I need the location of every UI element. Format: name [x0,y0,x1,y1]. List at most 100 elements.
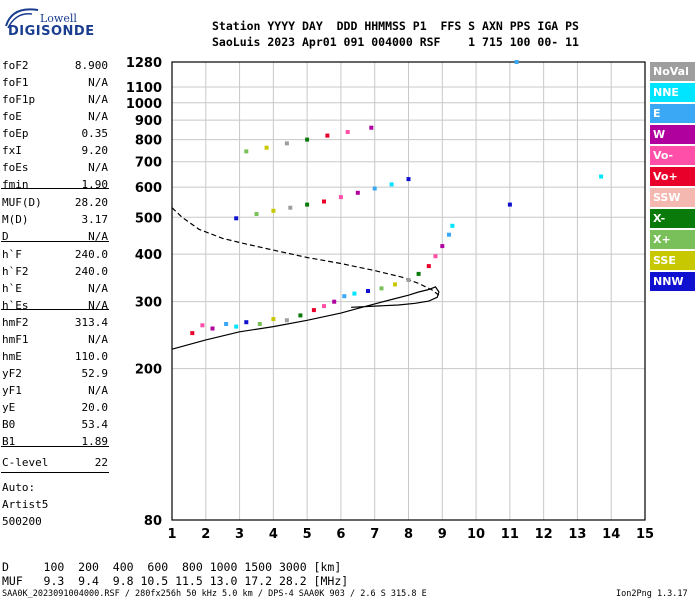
legend-item-w: W [650,125,695,144]
header-row-labels: Station YYYY DAY DDD HHMMSS P1 FFS S AXN… [212,19,579,33]
param-row-ye: yE 20.0 [2,401,108,418]
param-value: 1.90 [81,178,109,191]
param-name: yF2 [2,367,22,380]
param-row-fxi: fxI 9.20 [2,144,108,161]
echo-point [234,216,239,221]
echo-point [288,205,293,210]
y-tick-label: 700 [135,156,162,171]
param-row-hmf2: hmF2 313.4 [2,316,108,333]
param-row-b1: B1 1.89 [2,435,108,452]
echo-point [433,254,438,259]
param-row-hme: hmE 110.0 [2,350,108,367]
footer-version: Ion2Png 1.3.17 [616,589,688,599]
param-row-hmf1: hmF1 N/A [2,333,108,350]
plot-frame [171,61,646,521]
echo-point [190,331,195,336]
param-row-fof1: foF1 N/A [2,76,108,93]
param-value: N/A [88,76,108,89]
y-tick-label: 80 [144,514,162,529]
param-value: 28.20 [74,196,108,209]
y-tick-label: 500 [135,211,162,226]
y-tick-label: 300 [135,296,162,311]
echo-point [244,149,249,154]
param-row-fmin: fmin 1.90 [2,178,108,195]
x-tick-label: 5 [303,527,312,542]
param-row-yf1: yF1 N/A [2,384,108,401]
echo-point [372,186,377,191]
auto-label: Auto: [2,481,36,494]
echo-point [322,199,326,204]
echo-point [369,125,374,130]
trace-profile-upper [171,207,440,296]
echo-point [352,291,357,296]
y-tick-label: 1280 [126,56,162,71]
echo-point [514,60,519,64]
x-tick-label: 12 [535,527,553,542]
auto-artist: Artist5 [2,498,49,511]
x-tick-label: 11 [501,527,519,542]
param-name: foF2 [2,59,29,72]
echo-point [389,182,394,187]
trace-profile [171,286,440,350]
x-tick-label: 3 [235,527,244,542]
param-value: 9.20 [81,144,109,157]
echo-point [366,289,370,293]
param-value: 240.0 [74,265,108,278]
echo-point [244,320,249,325]
echo-point [200,323,205,328]
echo-point [450,223,455,228]
x-tick-label: 8 [404,527,413,542]
echo-point [311,308,316,313]
legend-item-noval: NoVal [650,62,695,81]
logo-swoosh-icon [5,8,39,29]
param-row-fof2: foF2 8.900 [2,59,108,76]
param-separator [1,309,109,310]
legend-item-sse: SSE [650,251,695,270]
y-tick-label: 200 [135,363,162,378]
legend-item-x-: X+ [650,230,695,249]
footer-file-info: SAA0K_2023091004000.RSF / 280fx256h 50 k… [2,589,427,599]
param-name: foEs [2,161,29,174]
param-name: D [2,230,9,243]
y-tick-label: 400 [135,248,162,263]
echo-point [234,324,239,329]
param-value: 52.9 [81,367,109,380]
param-row-h-es: h`Es N/A [2,299,108,316]
legend-item-vo-: Vo- [650,146,695,165]
param-name: MUF(D) [2,196,42,209]
x-tick-label: 2 [201,527,210,542]
echo-point [345,130,350,134]
param-name: fmin [2,178,29,191]
logo-lowell: Lowell [40,12,77,25]
param-value: 3.17 [81,213,109,226]
param-row-foe: foE N/A [2,110,108,127]
echo-point [271,208,276,213]
echo-point [447,232,451,237]
param-value: 22 [94,456,108,469]
echo-point [355,190,360,195]
echo-point [342,294,347,299]
echo-point [426,264,431,269]
param-row-h-f2: h`F2 240.0 [2,265,108,282]
param-value: N/A [88,384,108,397]
param-row-yf2: yF2 52.9 [2,367,108,384]
echo-point [257,322,262,326]
echo-point [305,137,310,142]
param-name: foEp [2,127,29,140]
y-tick-label: 800 [135,134,162,149]
legend-item-vo-: Vo+ [650,167,695,186]
echo-point [332,299,337,304]
param-value: N/A [88,333,108,346]
echo-point [254,212,259,216]
param-name: h`F [2,248,22,261]
param-name: hmF2 [2,316,29,329]
param-name: B1 [2,435,16,448]
param-name: hmF1 [2,333,29,346]
param-name: h`Es [2,299,29,312]
y-tick-label: 600 [135,181,162,196]
y-tick-label: 1000 [126,97,162,112]
param-row-foes: foEs N/A [2,161,108,178]
param-name: M(D) [2,213,29,226]
param-value: 110.0 [74,350,108,363]
param-value: 20.0 [81,401,109,414]
